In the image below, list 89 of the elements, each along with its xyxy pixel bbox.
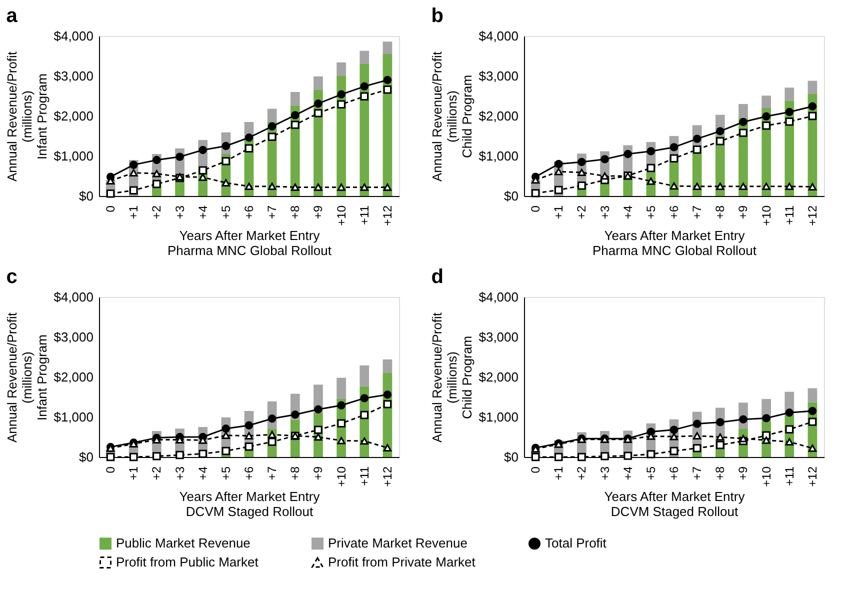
x-tick-label: +6	[242, 466, 256, 480]
x-tick-label: +9	[311, 466, 326, 480]
x-tick-label: +9	[736, 466, 750, 480]
x-axis-title: Years After Market Entry Pharma MNC Global Rollout	[167, 228, 332, 258]
y-tick-label: $3,000	[54, 330, 94, 344]
x-tick-label: +4	[196, 466, 210, 480]
y-axis-title: Annual Revenue/Profit (millions) Child Program	[430, 312, 475, 443]
x-tick-label: +6	[242, 205, 256, 220]
x-tick-label: +9	[736, 205, 750, 220]
y-tick-label: $2,000	[54, 370, 94, 384]
x-tick-label: +1	[126, 466, 141, 480]
x-tick-label: +5	[218, 205, 233, 220]
y-tick-label: $0	[79, 450, 94, 464]
y-axis-title: Annual Revenue/Profit (millions) Infant Program	[4, 51, 50, 182]
x-tick-label: +8	[288, 466, 302, 480]
y-tick-label: $4,000	[478, 28, 518, 44]
legend-label: Profit from Private Market	[328, 554, 476, 570]
x-tick-label: +1	[126, 205, 141, 220]
y-tick-label: $1,000	[478, 410, 518, 424]
x-tick-label: 0	[528, 466, 543, 474]
chart-title: b	[431, 5, 444, 27]
x-tick-label: +10	[759, 466, 774, 487]
x-tick-label: +7	[690, 205, 704, 220]
x-tick-label: +9	[311, 205, 326, 220]
x-tick-label: +4	[620, 205, 635, 220]
chart-title: d	[431, 266, 444, 288]
x-tick-label: +3	[172, 466, 187, 480]
x-tick-label: +11	[357, 205, 372, 225]
legend-label: Total Profit	[545, 536, 607, 551]
x-tick-label: +6	[667, 466, 681, 480]
x-axis-title: Years After Market Entry DCVM Staged Rollout	[179, 488, 320, 519]
x-tick-label: +11	[357, 466, 372, 486]
x-tick-label: +5	[218, 466, 233, 480]
y-tick-label: $4,000	[54, 290, 94, 304]
y-tick-label: $1,000	[478, 148, 518, 164]
x-tick-label: +8	[713, 205, 728, 220]
x-tick-label: +2	[574, 205, 589, 220]
x-tick-label: +6	[667, 205, 681, 220]
x-tick-label: +8	[713, 466, 728, 480]
x-tick-label: +7	[265, 466, 280, 480]
x-tick-label: +10	[759, 205, 774, 226]
x-tick-label: +11	[782, 466, 796, 486]
x-tick-label: +1	[552, 205, 566, 220]
y-tick-label: $3,000	[478, 330, 518, 344]
legend-label: Private Market Revenue	[328, 536, 468, 551]
y-tick-label: $4,000	[478, 290, 518, 304]
x-tick-label: +10	[334, 205, 348, 226]
y-tick-label: $3,000	[54, 68, 94, 84]
x-axis-title: Years After Market Entry Pharma MNC Global Rollout	[592, 228, 757, 258]
x-tick-label: +3	[598, 466, 612, 480]
x-tick-label: +5	[644, 466, 658, 480]
y-tick-label: $2,000	[478, 370, 518, 384]
x-tick-label: +12	[380, 205, 394, 226]
y-tick-label: $4,000	[54, 28, 94, 44]
x-tick-label: +8	[288, 205, 302, 220]
legend-label: Public Market Revenue	[116, 536, 250, 551]
x-tick-label: 0	[104, 205, 118, 212]
legend-label: Profit from Public Market	[116, 554, 259, 570]
y-tick-label: $3,000	[478, 68, 518, 84]
x-tick-label: +7	[690, 466, 704, 480]
x-tick-label: +4	[196, 205, 210, 220]
x-tick-label: +5	[644, 205, 658, 220]
x-tick-label: 0	[528, 205, 543, 212]
y-tick-label: $1,000	[54, 148, 94, 164]
x-tick-label: +11	[782, 205, 796, 225]
y-axis-title: Annual Revenue/Profit (millions) Child Program	[430, 51, 475, 182]
x-tick-label: +2	[574, 466, 589, 480]
y-tick-label: $2,000	[478, 108, 518, 124]
x-tick-label: +2	[150, 205, 164, 220]
y-tick-label: $0	[79, 188, 94, 204]
x-tick-label: +3	[172, 205, 187, 220]
x-tick-label: +7	[265, 205, 280, 220]
y-tick-label: $1,000	[54, 410, 94, 424]
x-tick-label: +10	[334, 466, 348, 487]
y-axis-title: Annual Revenue/Profit (millions) Infant Program	[4, 312, 50, 443]
y-tick-label: $0	[504, 188, 518, 204]
x-tick-label: +2	[150, 466, 164, 480]
x-tick-label: +3	[598, 205, 612, 220]
x-tick-label: +12	[380, 466, 394, 487]
x-tick-label: +4	[620, 466, 635, 480]
y-tick-label: $0	[504, 450, 518, 464]
y-tick-label: $2,000	[54, 108, 94, 124]
chart-title: c	[6, 266, 18, 288]
chart-title: a	[6, 5, 18, 27]
x-tick-label: 0	[104, 466, 118, 474]
x-tick-label: +12	[805, 466, 820, 487]
x-tick-label: +12	[805, 205, 820, 226]
x-axis-title: Years After Market Entry DCVM Staged Rollout	[604, 488, 746, 519]
x-tick-label: +1	[552, 466, 566, 480]
